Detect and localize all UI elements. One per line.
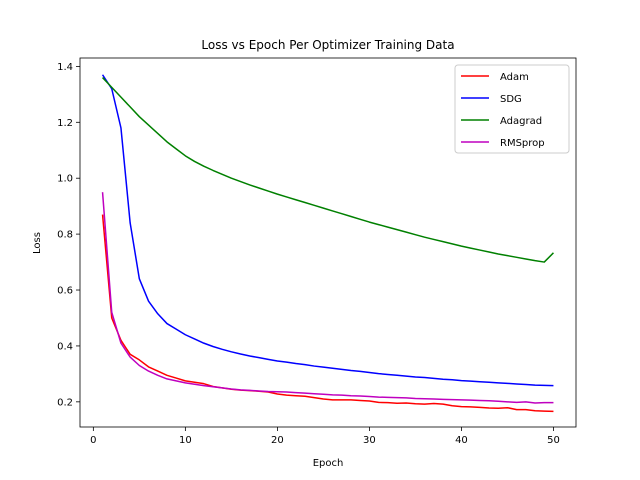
y-tick-label: 0.4 — [57, 341, 73, 352]
series-line-adagrad — [102, 77, 554, 263]
x-tick-label: 50 — [547, 435, 560, 446]
x-tick-label: 10 — [179, 435, 192, 446]
x-tick-label: 30 — [363, 435, 376, 446]
y-tick-label: 0.2 — [57, 397, 73, 408]
legend-label-adam: Adam — [500, 72, 529, 83]
x-tick-label: 20 — [271, 435, 284, 446]
legend-label-rmsprop: RMSprop — [500, 138, 545, 149]
plot-frame — [79, 57, 577, 428]
series-line-adam — [101, 214, 554, 413]
series-line-sdg — [101, 74, 554, 387]
legend-label-sdg: SDG — [500, 94, 522, 105]
series-lines — [101, 74, 554, 413]
legend: Adam SDG Adagrad RMSprop — [454, 64, 570, 154]
series-line-rmsprop — [101, 192, 554, 404]
y-tick-label: 1.4 — [57, 62, 73, 73]
y-tick-label: 0.8 — [57, 230, 73, 241]
x-axis-ticks: 0 10 20 30 40 50 — [90, 427, 560, 446]
x-tick-label: 0 — [90, 435, 96, 446]
y-axis-ticks: 0.2 0.4 0.6 0.8 1.0 1.2 1.4 — [57, 62, 80, 408]
legend-frame — [454, 64, 570, 154]
y-axis-label: Loss — [32, 232, 43, 254]
y-tick-label: 1.2 — [57, 118, 73, 129]
x-axis-label: Epoch — [313, 458, 344, 469]
legend-label-adagrad: Adagrad — [500, 116, 542, 127]
x-tick-label: 40 — [455, 435, 468, 446]
chart-title: Loss vs Epoch Per Optimizer Training Dat… — [201, 38, 454, 52]
y-tick-label: 0.6 — [57, 286, 73, 297]
y-tick-label: 1.0 — [57, 174, 73, 185]
